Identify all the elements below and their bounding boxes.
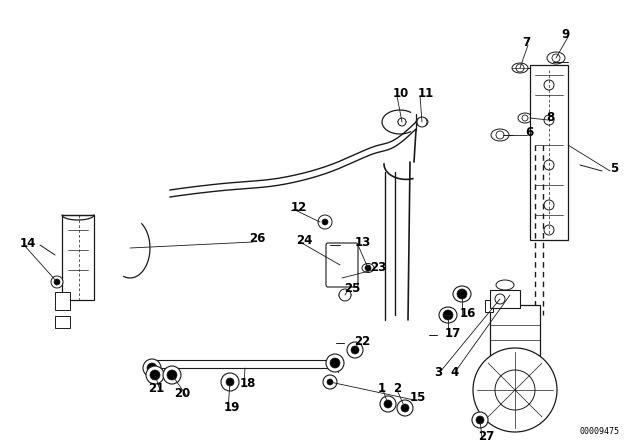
Ellipse shape <box>339 291 351 299</box>
Bar <box>148 360 338 368</box>
Ellipse shape <box>547 52 565 64</box>
Circle shape <box>226 378 234 386</box>
Circle shape <box>417 117 427 127</box>
Circle shape <box>443 310 453 320</box>
Text: 13: 13 <box>355 236 371 249</box>
Circle shape <box>147 363 157 373</box>
Text: 15: 15 <box>410 391 426 404</box>
Text: 12: 12 <box>291 201 307 214</box>
Text: 17: 17 <box>445 327 461 340</box>
Text: 20: 20 <box>174 387 190 400</box>
Bar <box>485 300 493 312</box>
Text: 4: 4 <box>451 366 459 379</box>
Circle shape <box>544 200 554 210</box>
Circle shape <box>327 379 333 385</box>
Circle shape <box>150 370 160 380</box>
Bar <box>55 316 70 328</box>
Circle shape <box>380 396 396 412</box>
Text: 5: 5 <box>610 161 618 175</box>
Circle shape <box>339 289 351 301</box>
Circle shape <box>167 370 177 380</box>
Text: 6: 6 <box>525 125 533 138</box>
Circle shape <box>330 358 340 368</box>
Text: 27: 27 <box>478 430 494 443</box>
Circle shape <box>163 366 181 384</box>
Text: 7: 7 <box>522 35 530 48</box>
Text: 3: 3 <box>434 366 442 379</box>
Circle shape <box>221 373 239 391</box>
Bar <box>490 290 520 308</box>
Ellipse shape <box>518 113 532 123</box>
Text: 21: 21 <box>148 382 164 395</box>
Circle shape <box>495 370 535 410</box>
Text: 25: 25 <box>344 281 360 294</box>
Circle shape <box>397 400 413 416</box>
Ellipse shape <box>491 129 509 141</box>
Ellipse shape <box>512 63 528 73</box>
Text: 14: 14 <box>20 237 36 250</box>
Text: 1: 1 <box>378 382 386 395</box>
Text: 9: 9 <box>562 27 570 40</box>
Circle shape <box>323 375 337 389</box>
Ellipse shape <box>398 119 406 125</box>
Circle shape <box>143 359 161 377</box>
Circle shape <box>496 131 504 139</box>
Text: 24: 24 <box>296 233 312 246</box>
Text: 2: 2 <box>393 382 401 395</box>
Text: 26: 26 <box>249 232 266 245</box>
Circle shape <box>401 404 409 412</box>
Circle shape <box>472 412 488 428</box>
Circle shape <box>351 346 359 354</box>
Circle shape <box>495 294 505 304</box>
Circle shape <box>457 289 467 299</box>
Circle shape <box>318 215 332 229</box>
Bar <box>62 215 94 300</box>
Text: 11: 11 <box>418 86 435 99</box>
Ellipse shape <box>439 307 457 323</box>
Text: 10: 10 <box>393 86 409 99</box>
Circle shape <box>365 265 371 271</box>
Text: 19: 19 <box>224 401 241 414</box>
Circle shape <box>476 416 484 424</box>
Circle shape <box>322 219 328 225</box>
Text: 8: 8 <box>546 111 554 124</box>
Circle shape <box>146 366 164 384</box>
Circle shape <box>473 348 557 432</box>
Circle shape <box>516 64 524 72</box>
Text: 16: 16 <box>460 306 476 319</box>
Circle shape <box>544 225 554 235</box>
Ellipse shape <box>362 263 374 272</box>
Circle shape <box>51 276 63 288</box>
Circle shape <box>552 54 560 62</box>
Ellipse shape <box>416 117 428 126</box>
Text: 18: 18 <box>240 376 257 389</box>
Circle shape <box>544 80 554 90</box>
Text: 22: 22 <box>354 335 371 348</box>
Text: 00009475: 00009475 <box>580 427 620 436</box>
Circle shape <box>522 115 528 121</box>
Circle shape <box>398 118 406 126</box>
Text: 23: 23 <box>370 260 387 273</box>
Circle shape <box>384 400 392 408</box>
Circle shape <box>544 115 554 125</box>
Bar <box>490 305 540 360</box>
Circle shape <box>347 342 363 358</box>
FancyBboxPatch shape <box>326 243 358 287</box>
Circle shape <box>544 160 554 170</box>
Ellipse shape <box>453 286 471 302</box>
Bar <box>530 65 568 240</box>
Circle shape <box>326 354 344 372</box>
Ellipse shape <box>496 280 514 290</box>
Circle shape <box>54 279 60 285</box>
Bar <box>55 292 70 310</box>
